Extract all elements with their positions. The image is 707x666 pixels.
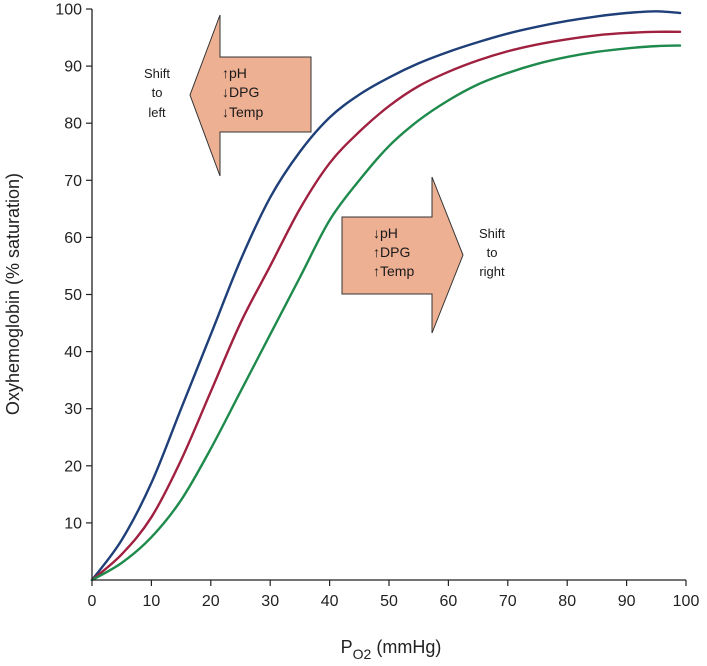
right-shift-arrow-line-2: ↑DPG [373,244,410,260]
left-shift-arrow-shape [189,14,312,177]
y-tick-label-40: 40 [64,344,82,361]
right-shift-annotation: ↓pH ↑DPG ↑Temp Shift to right [341,176,505,334]
x-tick-label-100: 100 [673,593,700,610]
y-tick-label-90: 90 [64,59,82,76]
y-tick-label-10: 10 [64,515,82,532]
x-tick-label-90: 90 [618,593,636,610]
x-axis-label: PO2 (mmHg) [341,637,442,662]
left-shift-annotation: ↑pH ↓DPG ↓Temp Shift to left [144,14,312,177]
x-tick-label-60: 60 [440,593,458,610]
y-tick-label-100: 100 [55,2,82,19]
x-tick-label-10: 10 [143,593,161,610]
y-tick-label-20: 20 [64,458,82,475]
right-shift-arrow-line-1: ↓pH [373,225,398,241]
left-shift-side-label-2: to [152,85,163,100]
y-tick-label-60: 60 [64,230,82,247]
axis-layer: 10 20 30 40 50 60 70 80 90 100 0 10 20 30 40 50 60 70 80 90… [55,2,699,611]
x-axis-label-unit: (mmHg) [371,637,441,657]
y-tick-label-70: 70 [64,173,82,190]
y-tick-label-30: 30 [64,401,82,418]
x-tick-label-20: 20 [202,593,220,610]
series-line-2 [90,30,682,582]
y-tick-label-50: 50 [64,287,82,304]
right-shift-arrow-shape [341,176,464,334]
series-layer [90,10,682,582]
right-shift-arrow-line-3: ↑Temp [373,263,414,279]
x-tick-label-50: 50 [380,593,398,610]
right-shift-side-label-3: right [479,264,505,279]
right-shift-side-label-2: to [487,245,498,260]
series-line-3 [90,44,682,582]
x-tick-label-30: 30 [261,593,279,610]
y-axis-label: Oxyhemoglobin (% saturation) [3,173,23,415]
x-tick-label-0: 0 [88,593,97,610]
x-tick-label-70: 70 [499,593,517,610]
x-axis-label-subscript: O2 [353,646,372,662]
x-axis-label-main: P [341,637,353,657]
left-shift-arrow-line-1: ↑pH [222,65,247,81]
x-tick-label-80: 80 [558,593,576,610]
left-shift-side-label-1: Shift [144,66,170,81]
series-line-1 [90,10,682,582]
x-tick-label-40: 40 [321,593,339,610]
left-shift-arrow-line-2: ↓DPG [222,84,259,100]
y-tick-label-80: 80 [64,116,82,133]
right-shift-side-label-1: Shift [479,226,505,241]
left-shift-side-label-3: left [148,105,166,120]
left-shift-arrow-line-3: ↓Temp [222,104,263,120]
